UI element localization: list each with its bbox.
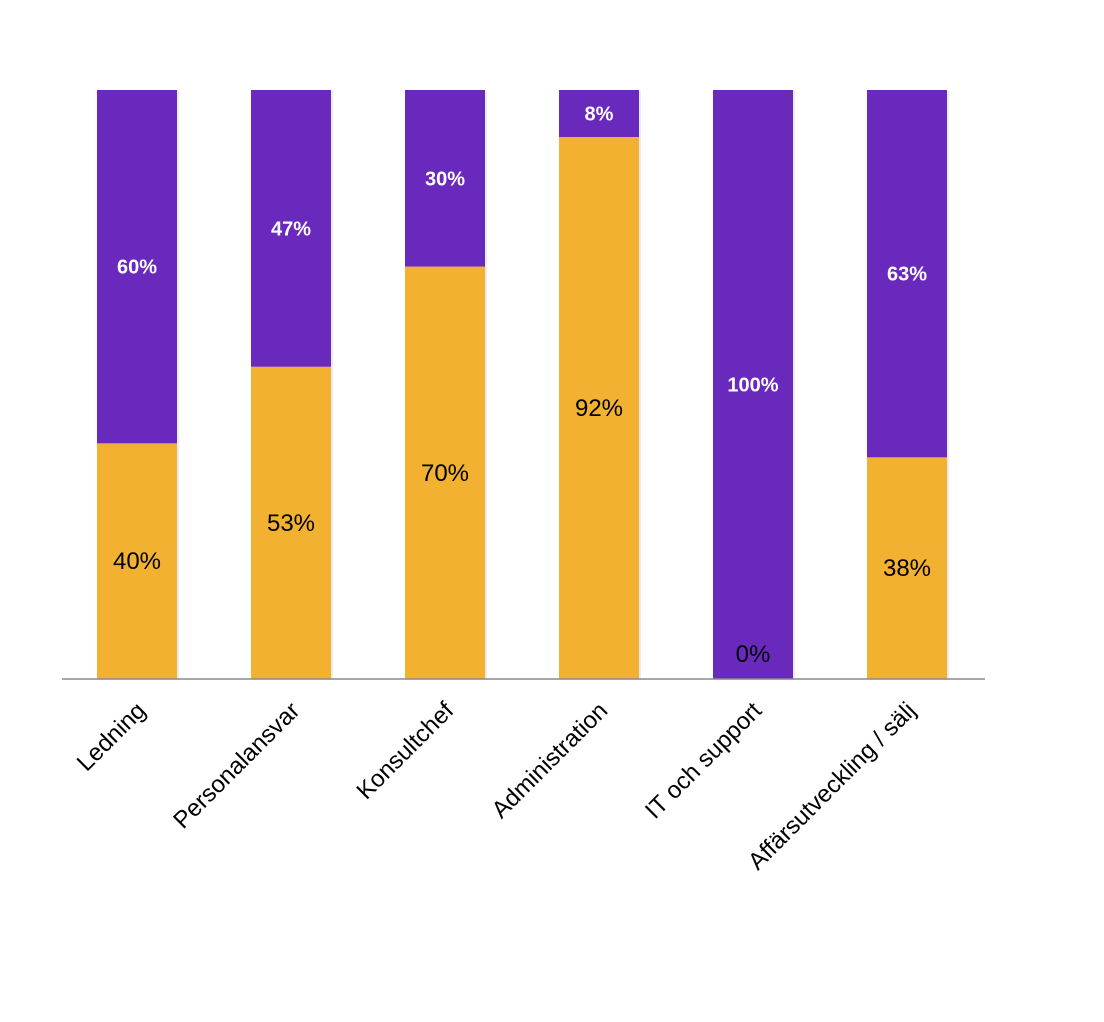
bar-segment-upper-personalansvar bbox=[251, 90, 331, 367]
data-label-lower-ledning: 40% bbox=[113, 548, 161, 575]
data-label-upper-konsultchef: 30% bbox=[425, 168, 465, 190]
bar-segment-upper-ledning bbox=[97, 90, 177, 444]
data-label-lower-konsultchef: 70% bbox=[421, 460, 469, 487]
bar-segment-upper-konsultchef bbox=[405, 90, 485, 267]
bar-segment-lower-konsultchef bbox=[405, 266, 485, 679]
data-label-lower-it-och-support: 0% bbox=[736, 641, 771, 668]
data-label-lower-aff-rsutveckling-s-lj: 38% bbox=[883, 555, 931, 582]
data-label-upper-ledning: 60% bbox=[117, 257, 157, 279]
x-tick-label-aff-rsutveckling-s-lj: Affärsutveckling / sälj bbox=[743, 697, 921, 875]
value-labels-group: 60% 40% 47% 53% 30% 70% 8% 92% 100% 0% 63% 38% bbox=[113, 104, 931, 668]
bar-segment-upper-aff-rsutveckling-s-lj bbox=[867, 90, 947, 458]
data-label-lower-administration: 92% bbox=[575, 395, 623, 422]
bar-segment-lower-personalansvar bbox=[251, 366, 331, 679]
data-label-upper-personalansvar: 47% bbox=[271, 218, 311, 240]
bar-segment-upper-it-och-support bbox=[713, 90, 793, 679]
bar-segment-lower-ledning bbox=[97, 443, 177, 679]
data-label-upper-it-och-support: 100% bbox=[727, 375, 778, 397]
bar-segment-upper-administration bbox=[559, 90, 639, 138]
bar-segment-lower-aff-rsutveckling-s-lj bbox=[867, 457, 947, 679]
bars-group bbox=[97, 90, 949, 680]
x-tick-label-ledning: Ledning bbox=[72, 697, 151, 776]
x-tick-labels-group: Ledning Personalansvar Konsultchef Administ… bbox=[72, 697, 921, 875]
data-label-lower-personalansvar: 53% bbox=[267, 510, 315, 537]
x-tick-label-it-och-support: IT och support bbox=[640, 697, 767, 824]
x-tick-label-konsultchef: Konsultchef bbox=[351, 697, 459, 805]
data-label-upper-aff-rsutveckling-s-lj: 63% bbox=[887, 264, 927, 286]
data-label-upper-administration: 8% bbox=[585, 104, 614, 126]
x-tick-label-administration: Administration bbox=[487, 697, 614, 824]
x-tick-label-personalansvar: Personalansvar bbox=[168, 697, 305, 834]
bar-segment-lower-administration bbox=[559, 137, 639, 679]
